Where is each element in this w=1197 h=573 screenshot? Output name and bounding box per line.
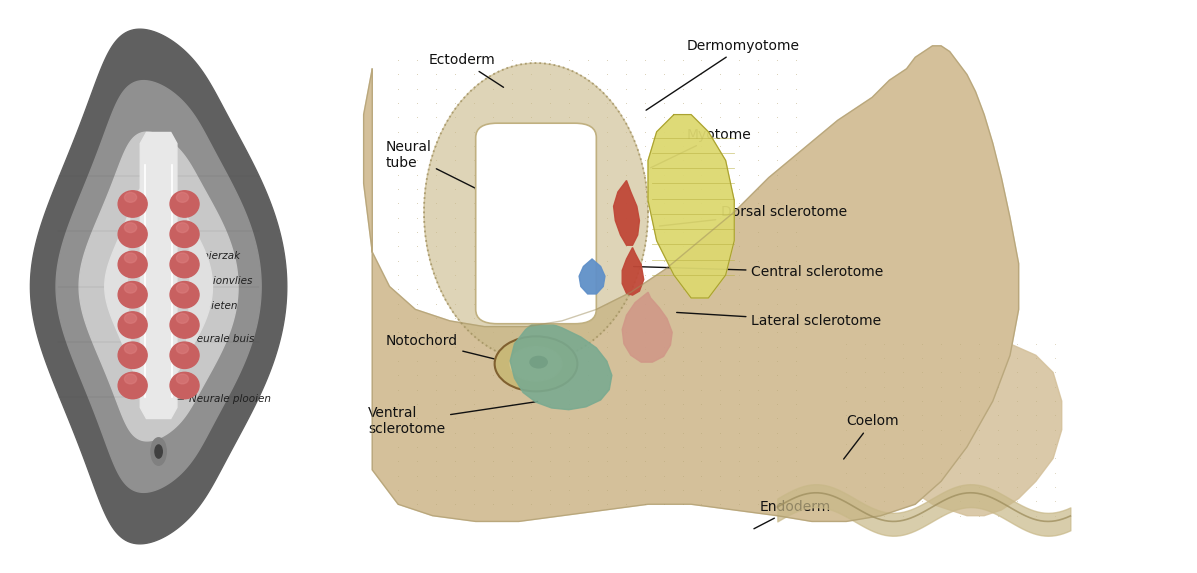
Polygon shape [105, 183, 212, 390]
Ellipse shape [129, 193, 146, 358]
Ellipse shape [176, 283, 188, 293]
Ellipse shape [124, 344, 136, 354]
Circle shape [151, 438, 166, 465]
Text: Neural
tube: Neural tube [385, 140, 486, 194]
Ellipse shape [170, 252, 199, 278]
Ellipse shape [176, 344, 188, 354]
Text: Lateral sclerotome: Lateral sclerotome [676, 312, 882, 328]
Polygon shape [56, 81, 261, 492]
Ellipse shape [119, 342, 147, 368]
Ellipse shape [176, 193, 188, 202]
Ellipse shape [119, 372, 147, 399]
Ellipse shape [170, 372, 199, 399]
Polygon shape [79, 132, 238, 441]
Polygon shape [30, 29, 287, 544]
Text: Neurale plooien: Neurale plooien [162, 394, 272, 405]
Polygon shape [140, 132, 177, 418]
Ellipse shape [124, 253, 136, 263]
Ellipse shape [170, 342, 199, 368]
Ellipse shape [119, 221, 147, 248]
Circle shape [154, 445, 163, 458]
Ellipse shape [176, 374, 188, 384]
Polygon shape [622, 248, 644, 295]
Ellipse shape [171, 193, 188, 358]
Ellipse shape [124, 313, 136, 323]
Polygon shape [579, 259, 604, 294]
Ellipse shape [176, 253, 188, 263]
Circle shape [510, 347, 561, 381]
Ellipse shape [124, 283, 136, 293]
Circle shape [494, 336, 577, 391]
Circle shape [530, 356, 547, 368]
Polygon shape [510, 318, 612, 410]
FancyBboxPatch shape [475, 123, 596, 324]
Ellipse shape [170, 191, 199, 217]
Ellipse shape [170, 221, 199, 248]
Ellipse shape [124, 193, 136, 202]
Ellipse shape [124, 374, 136, 384]
Ellipse shape [424, 63, 648, 361]
Text: Coelom: Coelom [844, 414, 899, 459]
Ellipse shape [119, 252, 147, 278]
Polygon shape [622, 292, 673, 362]
Ellipse shape [119, 191, 147, 217]
Ellipse shape [176, 313, 188, 323]
Text: Dermomyotome: Dermomyotome [646, 39, 800, 110]
Text: Dooierzak: Dooierzak [162, 251, 242, 261]
Ellipse shape [119, 281, 147, 308]
Ellipse shape [170, 312, 199, 338]
Polygon shape [648, 115, 734, 298]
Text: Dorsal sclerotome: Dorsal sclerotome [660, 205, 847, 226]
Polygon shape [846, 344, 1062, 516]
Text: Neurale buis: Neurale buis [162, 333, 255, 344]
Text: Notochord: Notochord [385, 334, 512, 363]
Text: Ventral
sclerotome: Ventral sclerotome [367, 402, 537, 436]
Ellipse shape [176, 223, 188, 233]
Text: Endoderm: Endoderm [754, 500, 832, 529]
Text: Myotome: Myotome [650, 128, 752, 168]
Text: Ectoderm: Ectoderm [429, 53, 504, 87]
Polygon shape [364, 46, 1019, 521]
Polygon shape [614, 180, 639, 245]
Text: Central sclerotome: Central sclerotome [633, 265, 883, 279]
Text: Somieten: Somieten [153, 301, 238, 311]
Ellipse shape [170, 281, 199, 308]
Text: Amnionvlies: Amnionvlies [162, 276, 253, 286]
Ellipse shape [119, 312, 147, 338]
Ellipse shape [124, 223, 136, 233]
